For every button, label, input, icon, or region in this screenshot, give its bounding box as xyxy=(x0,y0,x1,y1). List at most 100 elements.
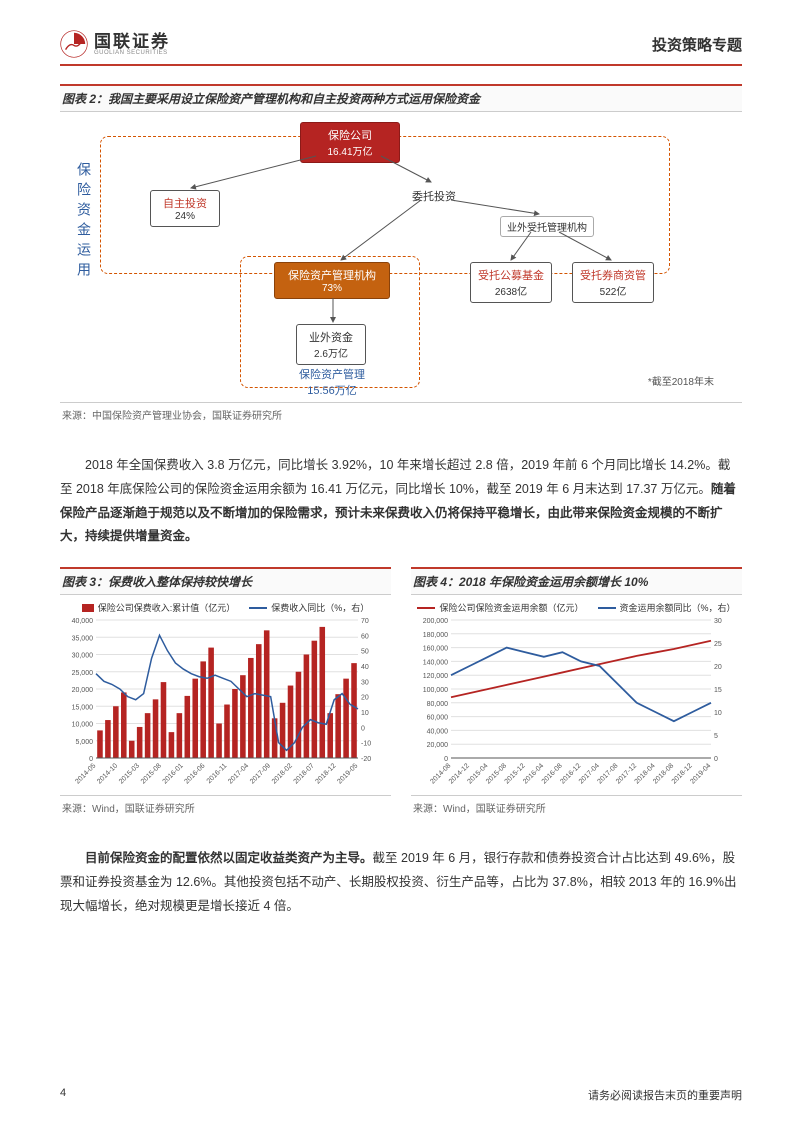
svg-text:2018-12: 2018-12 xyxy=(314,762,337,785)
page-number: 4 xyxy=(60,1087,66,1103)
node-entrust-line1: 委托投资 xyxy=(412,188,456,204)
svg-text:50: 50 xyxy=(361,649,369,656)
svg-text:10: 10 xyxy=(714,710,722,717)
svg-text:0: 0 xyxy=(714,756,718,763)
svg-text:180,000: 180,000 xyxy=(423,632,448,639)
svg-text:2019-04: 2019-04 xyxy=(689,762,712,785)
svg-text:35,000: 35,000 xyxy=(72,635,94,642)
svg-text:140,000: 140,000 xyxy=(423,659,448,666)
svg-text:20,000: 20,000 xyxy=(72,687,94,694)
svg-text:2014-10: 2014-10 xyxy=(96,762,119,785)
svg-text:10,000: 10,000 xyxy=(72,722,94,729)
f4-legend-red: 保险公司保险资金运用余额（亿元） xyxy=(439,601,583,614)
logo-icon xyxy=(60,30,88,58)
svg-text:200,000: 200,000 xyxy=(423,618,448,625)
svg-text:-20: -20 xyxy=(361,756,371,763)
figure-4-legend: 保险公司保险资金运用余额（亿元） 资金运用余额同比（%，右） xyxy=(413,601,740,614)
figure-3-title: 图表 3：保费收入整体保持较快增长 xyxy=(62,573,389,590)
footer-disclaimer: 请务必阅读报告末页的重要声明 xyxy=(588,1087,742,1103)
f3-legend-line: 保费收入同比（%，右） xyxy=(271,601,369,614)
node-at-line2: 15.56万亿 xyxy=(288,382,376,398)
figure-3-source: 来源：Wind，国联证券研究所 xyxy=(60,795,391,821)
figure-4-source: 来源：Wind，国联证券研究所 xyxy=(411,795,742,821)
figure-3-chart: 0 5,000 10,000 15,000 20,000 25,000 30,000 35,0… xyxy=(62,616,382,796)
svg-text:40,000: 40,000 xyxy=(427,728,449,735)
svg-text:0: 0 xyxy=(89,756,93,763)
logo-cn: 国联证券 xyxy=(94,33,170,50)
figure-4-title: 图表 4：2018 年保险资金运用余额增长 10% xyxy=(413,573,740,590)
svg-text:20,000: 20,000 xyxy=(427,742,449,749)
svg-text:2014-05: 2014-05 xyxy=(74,762,97,785)
node-root-line2: 16.41万亿 xyxy=(307,143,393,158)
svg-text:25,000: 25,000 xyxy=(72,670,94,677)
logo: 国联证券 GUOLIAN SECURITIES xyxy=(60,30,170,58)
svg-text:100,000: 100,000 xyxy=(423,687,448,694)
svg-text:25: 25 xyxy=(714,641,722,648)
node-pf-line2: 2638亿 xyxy=(477,283,545,298)
figure-2: 图表 2：我国主要采用设立保险资产管理机构和自主投资两种方式运用保险资金 保险资… xyxy=(60,84,742,428)
figure-4-chart: 0 20,000 40,000 60,000 80,000 100,000 120,000 1… xyxy=(413,616,733,796)
svg-text:30: 30 xyxy=(714,618,722,625)
diagram-footnote: *截至2018年末 xyxy=(648,373,714,388)
node-insurance-company: 保险公司 16.41万亿 xyxy=(300,122,400,163)
node-public-fund: 受托公募基金 2638亿 xyxy=(470,262,552,303)
figure-3: 图表 3：保费收入整体保持较快增长 保险公司保费收入:累计值（亿元） 保费收入同… xyxy=(60,567,391,821)
node-pf-line1: 受托公募基金 xyxy=(477,267,545,283)
svg-text:5: 5 xyxy=(714,733,718,740)
svg-text:120,000: 120,000 xyxy=(423,673,448,680)
svg-text:2016-06: 2016-06 xyxy=(183,762,206,785)
svg-text:10: 10 xyxy=(361,710,369,717)
node-assetmgmt-line1: 保险资产管理机构 xyxy=(281,267,383,283)
figure-2-source: 来源：中国保险资产管理业协会，国联证券研究所 xyxy=(60,402,742,428)
node-ext-line2: 2.6万亿 xyxy=(303,345,359,360)
svg-text:70: 70 xyxy=(361,618,369,625)
svg-text:2016-11: 2016-11 xyxy=(206,762,229,785)
node-root-line1: 保险公司 xyxy=(307,127,393,143)
node-self-invest: 自主投资 24% xyxy=(150,190,220,227)
node-asset-total: 保险资产管理 15.56万亿 xyxy=(282,362,382,402)
node-ext-line1: 业外资金 xyxy=(303,329,359,345)
svg-text:2016-01: 2016-01 xyxy=(162,762,185,785)
f3-legend-bar: 保险公司保费收入:累计值（亿元） xyxy=(98,601,236,614)
p2-bold: 目前保险资金的配置依然以固定收益类资产为主导。 xyxy=(85,851,373,865)
svg-text:60: 60 xyxy=(361,633,369,640)
svg-text:2015-03: 2015-03 xyxy=(118,762,141,785)
svg-text:0: 0 xyxy=(444,756,448,763)
svg-text:15,000: 15,000 xyxy=(72,704,94,711)
document-type: 投资策略专题 xyxy=(652,34,742,55)
figure-2-title: 图表 2：我国主要采用设立保险资产管理机构和自主投资两种方式运用保险资金 xyxy=(62,90,740,107)
figure-2-diagram: 保险资金运用 保险公司 16.41万亿 自主投资 24% 委托投资 业外受托管理… xyxy=(60,112,742,402)
svg-text:80,000: 80,000 xyxy=(427,701,449,708)
figure-4: 图表 4：2018 年保险资金运用余额增长 10% 保险公司保险资金运用余额（亿… xyxy=(411,567,742,821)
svg-text:60,000: 60,000 xyxy=(427,715,449,722)
svg-text:20: 20 xyxy=(714,664,722,671)
node-self-line2: 24% xyxy=(157,211,213,222)
svg-text:2018-02: 2018-02 xyxy=(271,762,294,785)
node-extmgmt-line1: 业外受托管理机构 xyxy=(507,219,587,234)
svg-text:2018-07: 2018-07 xyxy=(293,762,316,785)
page-header: 国联证券 GUOLIAN SECURITIES 投资策略专题 xyxy=(60,30,742,66)
node-external-money: 业外资金 2.6万亿 xyxy=(296,324,366,365)
svg-text:-10: -10 xyxy=(361,741,371,748)
svg-text:40: 40 xyxy=(361,664,369,671)
node-assetmgmt-line2: 73% xyxy=(281,283,383,294)
p1-plain: 2018 年全国保费收入 3.8 万亿元，同比增长 3.92%，10 年来增长超… xyxy=(60,458,730,496)
node-at-line1: 保险资产管理 xyxy=(288,366,376,382)
f4-legend-blue: 资金运用余额同比（%，右） xyxy=(620,601,736,614)
svg-text:2017-04: 2017-04 xyxy=(227,762,250,785)
svg-text:160,000: 160,000 xyxy=(423,646,448,653)
node-br-line1: 受托券商资管 xyxy=(579,267,647,283)
svg-text:30,000: 30,000 xyxy=(72,653,94,660)
node-entrust: 委托投资 xyxy=(406,184,462,208)
node-broker: 受托券商资管 522亿 xyxy=(572,262,654,303)
svg-text:5,000: 5,000 xyxy=(75,739,93,746)
svg-text:20: 20 xyxy=(361,695,369,702)
svg-text:40,000: 40,000 xyxy=(72,618,94,625)
node-asset-mgmt: 保险资产管理机构 73% xyxy=(274,262,390,299)
svg-text:0: 0 xyxy=(361,725,365,732)
node-self-line1: 自主投资 xyxy=(157,195,213,211)
page-footer: 4 请务必阅读报告末页的重要声明 xyxy=(60,1087,742,1103)
figure-3-legend: 保险公司保费收入:累计值（亿元） 保费收入同比（%，右） xyxy=(62,601,389,614)
svg-text:2019-05: 2019-05 xyxy=(336,762,359,785)
svg-text:2017-09: 2017-09 xyxy=(249,762,272,785)
